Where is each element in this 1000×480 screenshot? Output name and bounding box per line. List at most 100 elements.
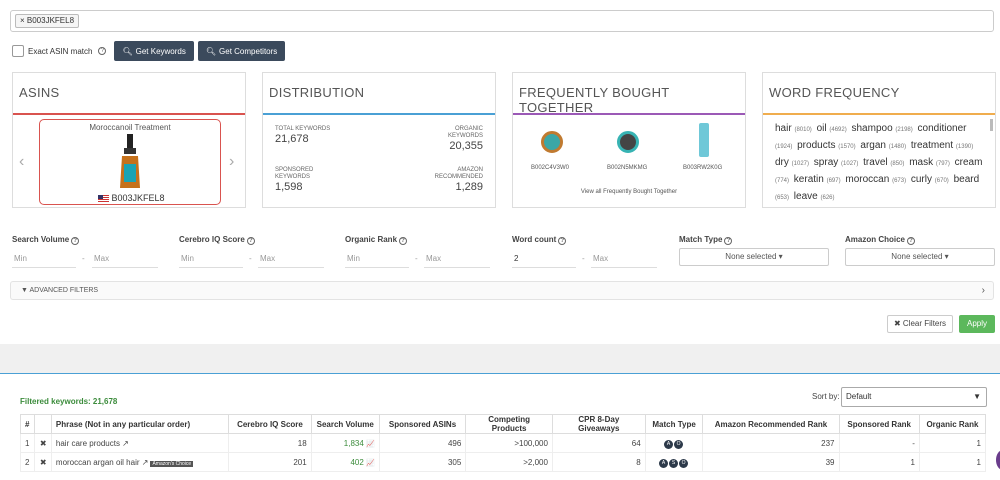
sponsored-keywords-value: 1,598	[275, 181, 303, 193]
cerebro-max[interactable]: Max	[258, 250, 324, 268]
column-header[interactable]: Match Type	[644, 414, 704, 434]
chevron-right-icon[interactable]: ›	[229, 153, 235, 170]
controls-row: Exact ASIN match ? 🔍︎ Get Keywords 🔍︎ Get …	[12, 41, 286, 61]
phrase-cell[interactable]: hair care products ↗	[50, 433, 230, 453]
word-count-max[interactable]: Max	[591, 250, 657, 268]
total-keywords-value: 21,678	[275, 133, 309, 145]
word-frequency-item[interactable]: spray (1027)	[813, 157, 859, 168]
word-frequency-item[interactable]: moroccan (673)	[845, 174, 907, 185]
word-count-label: Word count?	[512, 235, 567, 245]
column-header[interactable]: Competing Products	[465, 414, 553, 434]
sponsored-keywords-label: SPONSORED KEYWORDS	[275, 167, 314, 180]
fbt-asin[interactable]: B002C4V3W0	[531, 165, 570, 171]
fbt-asin[interactable]: B002N5MKMG	[607, 165, 648, 171]
column-header[interactable]: Cerebro IQ Score	[228, 414, 312, 434]
product-image	[120, 134, 140, 188]
word-frequency-item[interactable]: products (1570)	[797, 140, 856, 151]
table-row[interactable]: 2 ✖ moroccan argan oil hair ↗ Amazon's Choi…	[19, 452, 987, 472]
distribution-title: DISTRIBUTION	[269, 85, 365, 100]
amazon-choice-label: Amazon Choice?	[845, 235, 916, 245]
search-volume-max[interactable]: Max	[92, 250, 158, 268]
search-volume-cell: 402 📈	[310, 452, 380, 472]
word-frequency-item[interactable]: shampoo (2198)	[851, 123, 913, 134]
word-frequency-item[interactable]: leave (626)	[793, 191, 835, 202]
match-badge-icon: O	[674, 439, 684, 449]
amazon-recommended-value: 1,289	[455, 181, 483, 193]
word-frequency-item[interactable]: mask (797)	[909, 157, 950, 168]
asin-flag-label: B003JKFEL8	[98, 193, 165, 203]
table-cell: 496	[378, 433, 467, 453]
table-row[interactable]: 1 ✖ hair care products ↗ 18 1,834 📈 496 >100,0…	[19, 433, 987, 453]
view-all-fbt-link[interactable]: View all Frequently Bought Together	[580, 189, 678, 195]
phrase-cell[interactable]: moroccan argan oil hair ↗ Amazon's Choice	[50, 452, 230, 472]
match-badge-icon: S	[669, 458, 679, 468]
cerebro-min[interactable]: Min	[179, 250, 243, 268]
scrollbar[interactable]	[990, 119, 993, 131]
exact-asin-checkbox[interactable]	[12, 45, 24, 57]
range-dash: -	[415, 254, 418, 263]
organic-rank-max[interactable]: Max	[424, 250, 490, 268]
search-icon: 🔍︎	[205, 46, 217, 56]
word-frequency-card: WORD FREQUENCY hair (8010) oil (4692) sh…	[762, 72, 996, 208]
word-frequency-item[interactable]: hair (8010)	[775, 123, 812, 134]
asin-search-input[interactable]: × B003JKFEL8	[10, 10, 994, 32]
get-keywords-button[interactable]: 🔍︎ Get Keywords	[114, 41, 194, 61]
word-frequency-item[interactable]: travel (850)	[863, 157, 905, 168]
product-image[interactable]	[541, 131, 563, 153]
organic-rank-min[interactable]: Min	[345, 250, 409, 268]
asin-item[interactable]: Moroccanoil Treatment B003JKFEL8	[39, 119, 221, 205]
table-cell[interactable]: ✖	[34, 452, 52, 472]
fbt-card: FREQUENTLY BOUGHT TOGETHER B002C4V3W0 B0…	[512, 72, 746, 208]
word-frequency-item[interactable]: cream (774)	[775, 157, 983, 184]
product-image[interactable]	[699, 123, 709, 157]
word-frequency-item[interactable]: beard (653)	[775, 174, 980, 201]
column-header[interactable]: Phrase (Not in any particular order)	[50, 414, 230, 434]
amazon-choice-dropdown[interactable]: None selected ▾	[845, 248, 995, 266]
match-type-dropdown[interactable]: None selected ▾	[679, 248, 829, 266]
fbt-asin[interactable]: B003RW2K0G	[683, 165, 723, 171]
column-header[interactable]: #	[19, 414, 36, 434]
word-frequency-item[interactable]: conditioner (1924)	[775, 123, 967, 150]
table-cell: 8	[551, 452, 646, 472]
table-cell: 2	[19, 452, 36, 472]
word-frequency-item[interactable]: curly (670)	[910, 174, 949, 185]
help-icon[interactable]: ?	[98, 47, 107, 55]
advanced-filters-toggle[interactable]: ▼ ADVANCED FILTERS ›	[10, 281, 994, 300]
chat-widget[interactable]	[996, 450, 1000, 470]
table-cell: 237	[702, 433, 840, 453]
column-header[interactable]: Search Volume	[310, 414, 380, 434]
column-header[interactable]: Organic Rank	[918, 414, 987, 434]
trend-chart-icon: 📈	[366, 459, 375, 467]
apply-button[interactable]: Apply	[959, 315, 995, 333]
amazons-choice-badge: Amazon's Choice	[150, 460, 194, 467]
column-header[interactable]	[34, 414, 52, 434]
product-image[interactable]	[617, 131, 639, 153]
organic-rank-label: Organic Rank?	[345, 235, 408, 245]
word-frequency-item[interactable]: oil (4692)	[816, 123, 847, 134]
sort-label: Sort by:	[812, 392, 840, 401]
column-header[interactable]: Amazon Recommended Rank	[702, 414, 840, 434]
word-frequency-item[interactable]: dry (1027)	[775, 157, 810, 168]
word-frequency-item[interactable]: keratin (697)	[793, 174, 841, 185]
search-volume-min[interactable]: Min	[12, 250, 76, 268]
range-dash: -	[249, 254, 252, 263]
column-header[interactable]: Sponsored Rank	[838, 414, 920, 434]
word-frequency-item[interactable]: argan (1480)	[860, 140, 907, 151]
table-cell[interactable]: ✖	[34, 433, 52, 453]
chevron-left-icon[interactable]: ‹	[19, 153, 25, 170]
asins-card: ASINS ‹ › Moroccanoil Treatment B003JKFE…	[12, 72, 246, 208]
sort-select[interactable]: Default ▼	[841, 387, 987, 407]
exact-asin-label: Exact ASIN match	[28, 46, 93, 56]
clear-filters-button[interactable]: ✖ Clear Filters	[887, 315, 953, 333]
table-cell: -	[838, 433, 920, 453]
table-cell: 1	[918, 433, 987, 453]
column-header[interactable]: Sponsored ASINs	[378, 414, 467, 434]
asins-title: ASINS	[19, 85, 60, 100]
cerebro-label: Cerebro IQ Score?	[179, 235, 255, 245]
word-frequency-item[interactable]: treatment (1390)	[910, 140, 974, 151]
get-competitors-button[interactable]: 🔍︎ Get Competitors	[197, 41, 286, 61]
asin-tag[interactable]: × B003JKFEL8	[15, 14, 80, 28]
match-badge-icon: O	[679, 458, 689, 468]
word-count-min[interactable]: 2	[512, 250, 576, 268]
column-header[interactable]: CPR 8-Day Giveaways	[551, 414, 646, 434]
